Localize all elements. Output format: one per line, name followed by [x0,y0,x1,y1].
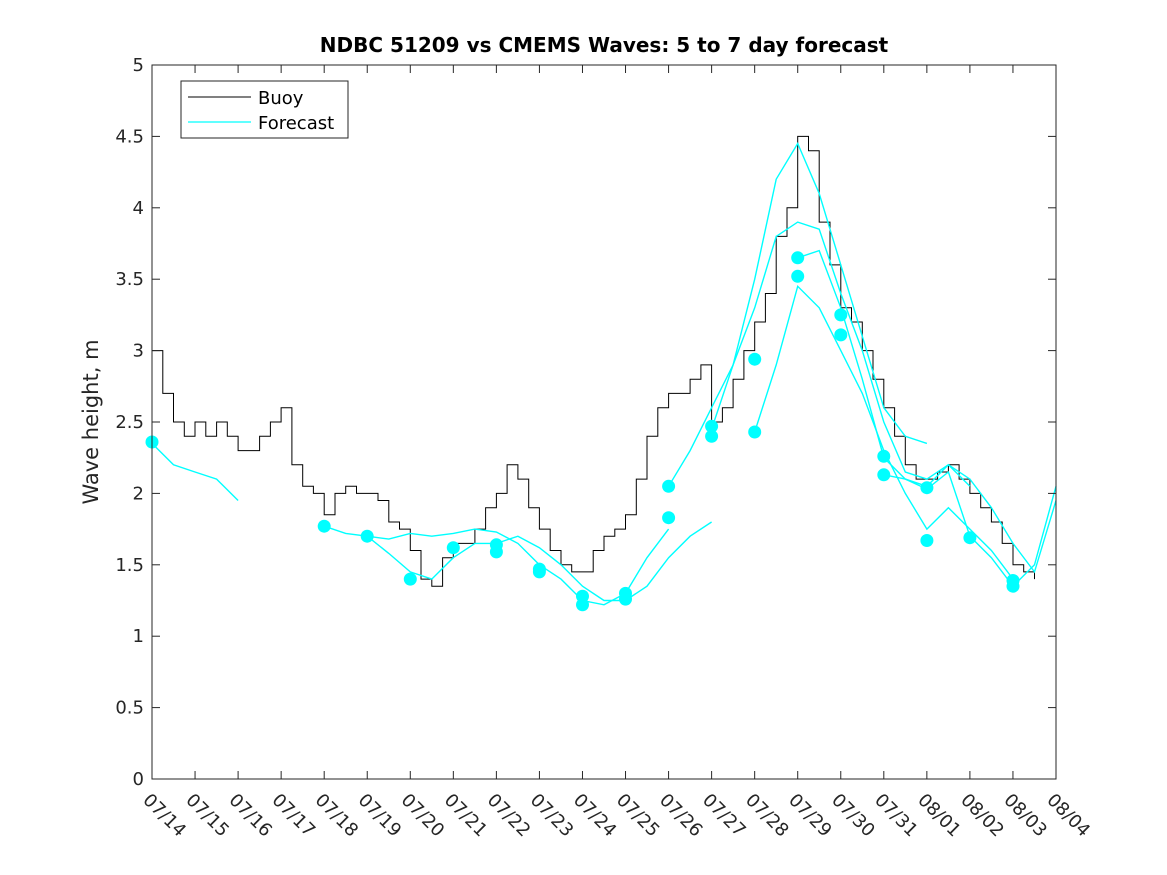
buoy-series-line [152,135,1035,587]
y-tick-label: 2 [133,483,144,504]
y-tick-label: 2.5 [115,412,144,433]
forecast-marker [834,308,848,322]
forecast-marker [619,592,632,606]
forecast-marker [489,545,503,559]
legend-label-forecast: Forecast [258,113,334,134]
plot-area [145,135,1057,612]
forecast-marker [446,541,460,555]
y-tick-label: 3.5 [115,269,144,290]
forecast-marker [360,529,374,543]
forecast-marker [877,449,891,463]
forecast-marker [920,534,934,547]
forecast-marker [791,251,805,265]
forecast-line-1 [151,442,239,501]
forecast-marker [317,519,331,533]
forecast-line-3 [367,528,670,606]
y-tick-label: 0 [133,769,144,790]
forecast-marker [662,511,676,525]
legend: Buoy Forecast [180,80,349,139]
forecast-marker [576,598,589,612]
y-tick-label: 5 [133,55,144,76]
y-tick-label: 3 [133,341,144,362]
y-tick-label: 4.5 [115,126,144,147]
forecast-marker [403,572,417,586]
forecast-marker [920,481,934,495]
forecast-marker [748,425,762,439]
chart-title: NDBC 51209 vs CMEMS Waves: 5 to 7 day fo… [320,33,889,57]
forecast-line-4 [668,141,928,487]
forecast-marker [748,352,762,366]
forecast-marker [834,328,848,342]
forecast-marker [532,565,546,579]
y-tick-label: 0.5 [115,698,144,719]
forecast-marker [877,468,891,482]
forecast-marker [662,479,676,493]
legend-box [180,80,349,139]
forecast-marker [791,269,805,283]
forecast-line-5 [710,221,971,487]
forecast-marker [963,531,977,545]
y-tick-label: 1.5 [115,555,144,576]
y-axis-ticks: 0 0.5 1 1.5 2 2.5 3 3.5 4 4.5 5 [115,55,1056,790]
forecast-line-2 [323,521,712,602]
forecast-marker [705,419,719,433]
forecast-marker [1006,579,1020,593]
y-tick-label: 1 [133,626,144,647]
legend-label-buoy: Buoy [258,88,304,109]
forecast-marker [705,429,719,443]
y-axis-label: Wave height, m [79,339,103,504]
y-tick-label: 4 [133,198,144,219]
